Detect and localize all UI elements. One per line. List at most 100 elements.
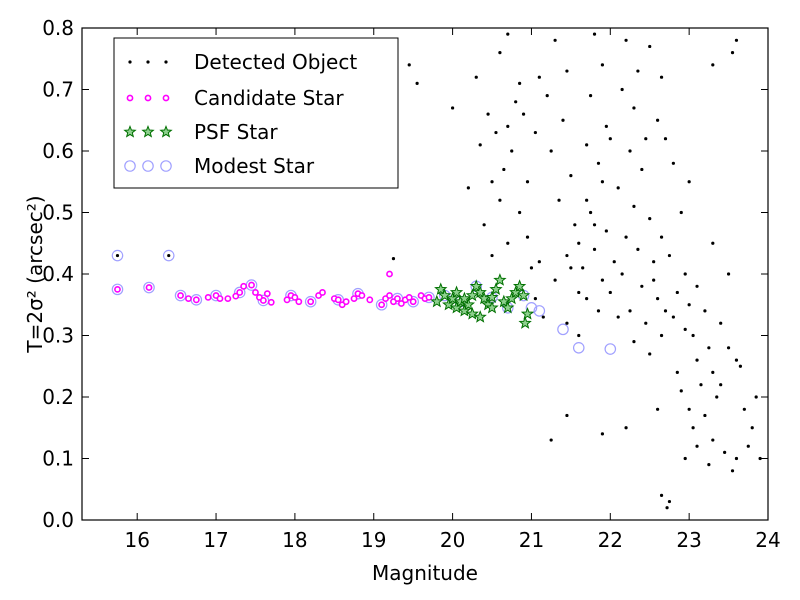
detected-object-point — [667, 253, 672, 258]
detected-object-point — [167, 253, 171, 258]
candidate-star-point — [386, 270, 393, 278]
legend-marker-candidate-star — [144, 94, 152, 102]
detected-object-point — [734, 358, 739, 362]
detected-object-point — [529, 266, 534, 270]
psf-star-point — [497, 294, 511, 308]
detected-object-point — [667, 499, 672, 504]
detected-object-point — [746, 444, 750, 448]
x-tick-label: 16 — [124, 528, 149, 552]
detected-object-point — [600, 278, 605, 282]
detected-object-point — [494, 130, 498, 135]
psf-star-point — [445, 291, 460, 305]
candidate-star-point — [259, 297, 267, 304]
detected-object-point — [391, 257, 396, 261]
detected-object-point — [525, 235, 530, 239]
legend-marker-modest-star — [160, 160, 172, 172]
psf-star-point — [449, 285, 464, 299]
psf-star-point — [473, 310, 487, 323]
legend-label-modest-star: Modest Star — [194, 154, 315, 178]
modest-star-point — [533, 305, 546, 317]
detected-object-point — [588, 210, 593, 215]
candidate-star-point — [114, 285, 121, 293]
candidate-star-point — [192, 296, 200, 304]
detected-object-point — [659, 75, 664, 79]
detected-object-point — [561, 118, 565, 122]
psf-star-point — [438, 288, 452, 302]
y-tick-label: 0.7 — [42, 78, 74, 102]
psf-star-point — [430, 294, 444, 308]
detected-object-point — [600, 432, 605, 436]
detected-object-point — [665, 506, 669, 510]
detected-object-point — [525, 180, 530, 184]
detected-object-point — [671, 315, 675, 319]
candidate-star-point — [248, 281, 255, 289]
detected-object-point — [695, 444, 699, 448]
psf-star-point — [473, 285, 487, 299]
detected-object-point — [592, 223, 597, 227]
detected-object-point — [683, 327, 687, 331]
psf-star-point — [518, 316, 532, 329]
legend-label-psf-star: PSF Star — [194, 120, 278, 144]
x-axis: 16 17 18 19 20 21 22 23 24 — [124, 28, 781, 552]
legend-marker-modest-star — [124, 160, 136, 172]
detected-object-point — [656, 297, 660, 301]
detected-object-point — [549, 149, 553, 153]
detected-object-point — [695, 358, 699, 362]
modest-star-point — [143, 281, 155, 294]
detected-object-point — [726, 346, 731, 350]
detected-object-point — [644, 137, 648, 141]
detected-object-point — [683, 456, 687, 461]
detected-object-point — [608, 290, 612, 295]
candidate-star-point — [216, 295, 224, 302]
detected-object-point — [518, 81, 522, 85]
modest-star-point — [174, 289, 187, 302]
psf-star-point — [505, 291, 519, 305]
detected-object-point — [490, 180, 494, 184]
detected-object-point — [723, 450, 727, 454]
legend-marker-detected-object — [146, 60, 150, 64]
detected-object-point — [577, 333, 581, 338]
detected-object-point — [656, 407, 660, 411]
detected-object-point — [450, 106, 455, 110]
candidate-star-point — [366, 296, 374, 304]
detected-object-point — [415, 81, 419, 85]
detected-object-point — [659, 333, 664, 338]
detected-object-point — [636, 247, 640, 251]
detected-object-point — [699, 383, 703, 387]
psf-star-point — [512, 279, 527, 292]
psf-star-point — [457, 303, 472, 317]
detected-object-point — [750, 426, 754, 430]
psf-star-point — [457, 291, 472, 305]
detected-object-point — [628, 309, 632, 313]
detected-object-point — [683, 272, 687, 276]
detected-object-point — [549, 438, 553, 442]
detected-object-point — [596, 309, 601, 313]
y-tick-label: 0.2 — [42, 385, 74, 409]
detected-object-point — [652, 260, 656, 264]
detected-object-point — [498, 198, 502, 202]
detected-object-point — [565, 69, 569, 73]
detected-object-point — [675, 290, 679, 295]
detected-object-point — [624, 38, 628, 42]
legend-label-detected-object: Detected Object — [194, 50, 357, 74]
legend-marker-candidate-star — [126, 94, 134, 102]
candidate-star-point — [405, 293, 413, 301]
detected-object-point — [730, 51, 735, 55]
detected-object-point — [506, 241, 510, 245]
candidate-star-point — [295, 298, 303, 306]
plot-area — [111, 32, 762, 510]
detected-object-point — [730, 469, 735, 473]
x-tick-label: 21 — [519, 528, 544, 552]
y-axis-label: T=2σ² (arcsec²) — [23, 195, 47, 353]
detected-object-point — [537, 260, 541, 264]
detected-object-point — [518, 210, 522, 215]
candidate-star-point — [350, 295, 358, 302]
detected-object-point — [581, 266, 585, 270]
detected-object-point — [711, 438, 715, 442]
candidate-star-point — [342, 298, 350, 306]
detected-object-point — [656, 118, 660, 122]
candidate-star-point — [177, 292, 184, 299]
detected-object-point — [734, 38, 739, 42]
psf-star-point — [501, 300, 515, 314]
detected-object-point — [616, 186, 620, 190]
